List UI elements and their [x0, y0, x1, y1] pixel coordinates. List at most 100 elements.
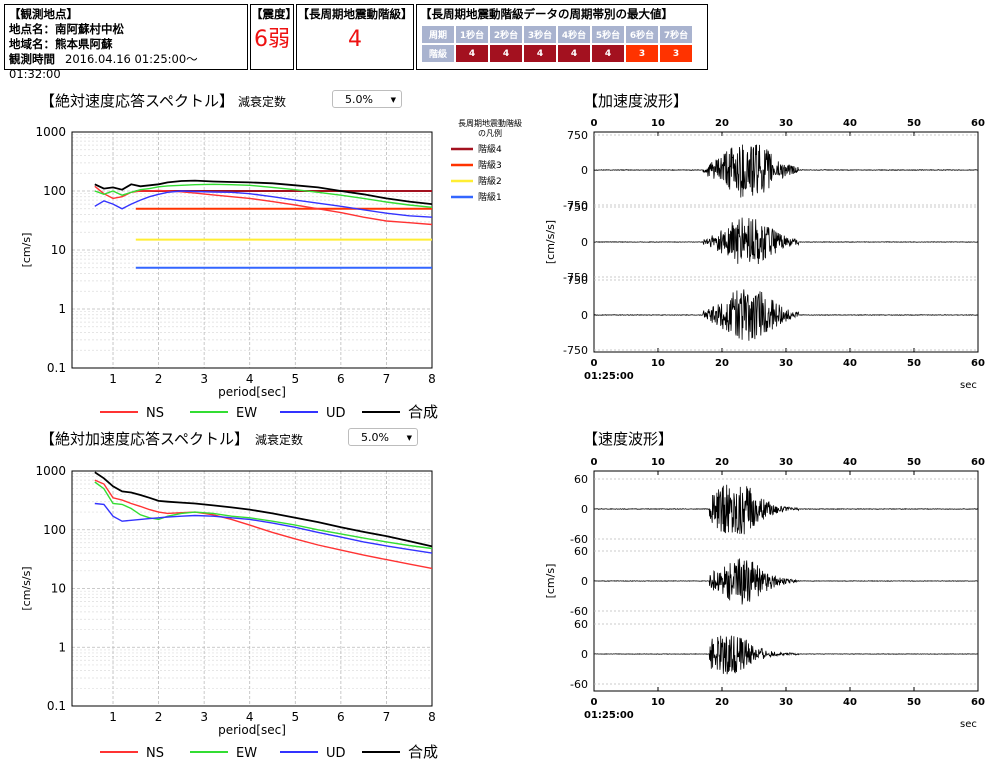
- x-tick-label-top: 50: [907, 118, 921, 129]
- legend-label: 合成: [408, 403, 438, 421]
- level-legend-label: 階級4: [478, 143, 502, 155]
- waveform-trace: [593, 217, 979, 265]
- series-line: [94, 481, 433, 550]
- x-axis-label: period[sec]: [218, 723, 286, 737]
- series-line: [94, 190, 433, 218]
- y-tick-label: 0: [581, 164, 588, 177]
- period-row: 周期 1秒台 2秒台 3秒台 4秒台 5秒台 6秒台 7秒台: [422, 26, 692, 43]
- x-tick-label-bottom: 60: [971, 697, 985, 708]
- legend-label: EW: [236, 406, 257, 421]
- x-tick-label-bottom: 10: [651, 358, 665, 369]
- x-tick-label: 4: [246, 372, 254, 386]
- observation-time-label: 観測時間: [9, 52, 55, 66]
- waveform-trace: [593, 484, 979, 535]
- intensity-value: 6弱: [254, 27, 290, 52]
- start-time-label: 01:25:00: [584, 710, 634, 721]
- x-tick-label: 6: [337, 710, 345, 724]
- acceleration-waveform-title: 【加速度波形】: [583, 92, 689, 110]
- x-tick-label: 3: [200, 710, 208, 724]
- velocity-waveform-title: 【速度波形】: [583, 430, 674, 448]
- y-tick-label: 10: [51, 243, 66, 257]
- level-cell: 4: [490, 45, 522, 62]
- plot-frame: [71, 131, 433, 369]
- acceleration-damping-value: 5.0%: [361, 431, 389, 444]
- x-tick-label-bottom: 0: [591, 697, 598, 708]
- y-tick-label: -750: [563, 344, 588, 357]
- y-tick-label: -60: [570, 533, 588, 546]
- x-tick-label: 5: [291, 710, 299, 724]
- y-tick-label: -750: [563, 271, 588, 284]
- x-tick-label: 5: [291, 372, 299, 386]
- legend-label: NS: [146, 406, 164, 421]
- series-line: [94, 179, 433, 205]
- period-cell: 2秒台: [490, 26, 522, 43]
- x-tick-label-bottom: 40: [843, 697, 857, 708]
- y-tick-label: 1000: [35, 464, 66, 478]
- x-tick-label-top: 10: [651, 118, 665, 129]
- y-tick-label: 750: [567, 274, 588, 287]
- level-legend-subtitle: の凡例: [478, 128, 502, 138]
- x-axis-label: period[sec]: [218, 385, 286, 399]
- station-info-box: 【観測地点】 地点名：南阿蘇村中松 地域名：熊本県阿蘇 観測時間 2016.04…: [4, 4, 248, 81]
- level-cell: 3: [626, 45, 658, 62]
- period-cell: 1秒台: [456, 26, 488, 43]
- level-cell: 4: [456, 45, 488, 62]
- acceleration-damping-select[interactable]: 5.0% ▼: [348, 428, 418, 446]
- x-tick-label: 4: [246, 710, 254, 724]
- y-tick-label: 100: [43, 184, 66, 198]
- y-tick-label: 60: [574, 473, 588, 486]
- y-tick-label: 0.1: [47, 699, 66, 713]
- y-tick-label: 60: [574, 618, 588, 631]
- velocity-damping-value: 5.0%: [345, 93, 373, 106]
- x-tick-label-top: 30: [779, 457, 793, 468]
- level-cell: 4: [592, 45, 624, 62]
- observation-time-value: 2016.04.16 01:25:00～01:32:00: [9, 52, 198, 81]
- period-max-table: 周期 1秒台 2秒台 3秒台 4秒台 5秒台 6秒台 7秒台 階級 4 4 4 …: [420, 24, 694, 64]
- x-tick-label-bottom: 50: [907, 358, 921, 369]
- y-tick-label: 60: [574, 545, 588, 558]
- station-point-name: 地点名：南阿蘇村中松: [9, 22, 124, 36]
- chevron-down-icon: ▼: [406, 434, 412, 442]
- x-tick-label: 7: [383, 710, 391, 724]
- series-line: [94, 502, 433, 554]
- x-tick-label-top: 20: [715, 457, 729, 468]
- long-period-value: 4: [348, 27, 362, 52]
- x-tick-label-bottom: 50: [907, 697, 921, 708]
- x-tick-label-top: 20: [715, 118, 729, 129]
- y-tick-label: 0: [581, 309, 588, 322]
- period-cell: 4秒台: [558, 26, 590, 43]
- station-header: 【観測地点】: [9, 7, 78, 21]
- waveform-trace: [593, 289, 979, 341]
- seismic-intensity-box: 【震度】 6弱: [250, 4, 297, 70]
- x-tick-label: 2: [155, 710, 163, 724]
- x-tick-label-top: 40: [843, 457, 857, 468]
- y-tick-label: 1: [58, 302, 66, 316]
- acceleration-damping-label: 減衰定数: [255, 433, 304, 447]
- series-line: [94, 479, 433, 570]
- waveform-trace: [593, 144, 978, 198]
- x-tick-label: 8: [428, 710, 436, 724]
- legend-label: 合成: [408, 743, 438, 761]
- y-tick-label: 0: [581, 503, 588, 516]
- x-tick-label: 3: [200, 372, 208, 386]
- velocity-damping-select[interactable]: 5.0% ▼: [332, 90, 402, 108]
- x-tick-label-top: 60: [971, 457, 985, 468]
- x-tick-label-top: 10: [651, 457, 665, 468]
- x-tick-label-top: 30: [779, 118, 793, 129]
- period-cell: 5秒台: [592, 26, 624, 43]
- y-tick-label: 0: [581, 575, 588, 588]
- long-period-header: 【長周期地震動階級】: [297, 7, 413, 21]
- x-tick-label-bottom: 30: [779, 358, 793, 369]
- x-axis-label: sec: [960, 380, 977, 391]
- period-cell: 6秒台: [626, 26, 658, 43]
- long-period-class-box: 【長周期地震動階級】 4: [296, 4, 414, 70]
- level-row-label: 階級: [422, 45, 454, 62]
- y-tick-label: 0: [581, 648, 588, 661]
- velocity-damping-label: 減衰定数: [238, 95, 287, 109]
- level-row: 階級 4 4 4 4 4 3 3: [422, 45, 692, 62]
- legend-label: EW: [236, 746, 257, 761]
- period-cell: 7秒台: [660, 26, 692, 43]
- x-tick-label: 2: [155, 372, 163, 386]
- x-tick-label: 1: [109, 710, 117, 724]
